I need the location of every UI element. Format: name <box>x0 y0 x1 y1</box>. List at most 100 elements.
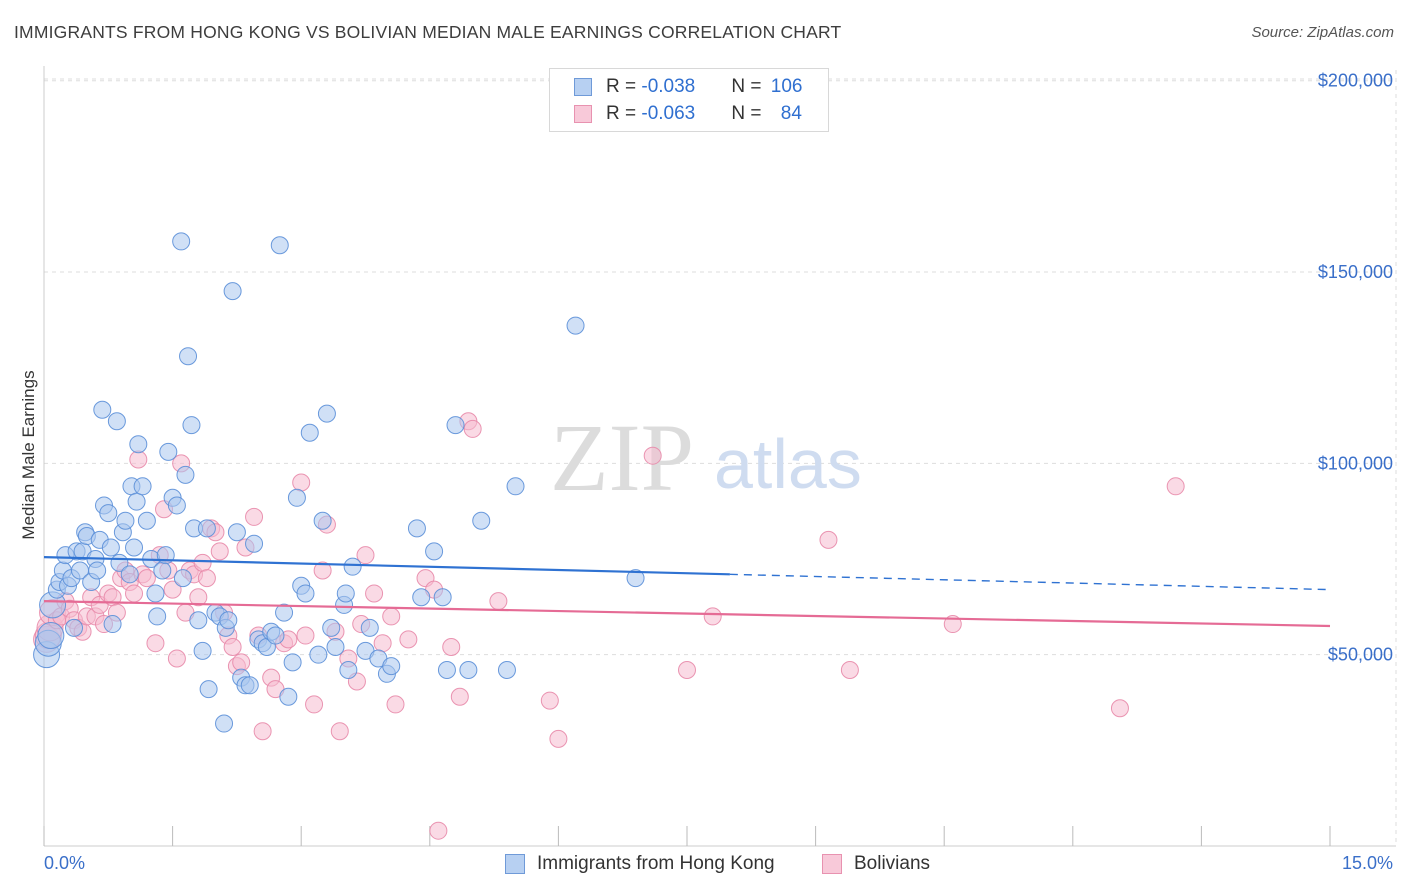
hong-kong-point <box>179 347 198 366</box>
hong-kong-point <box>107 412 126 431</box>
hong-kong-point <box>199 680 218 699</box>
hong-kong-point <box>93 400 112 419</box>
correlation-legend: R = -0.038 N = 106 R = -0.063 N = 84 <box>549 68 829 132</box>
bolivians-point <box>146 634 165 653</box>
hong-kong-point <box>313 511 332 530</box>
bolivians-point <box>442 638 461 657</box>
y-tick-label: $50,000 <box>1328 645 1393 665</box>
bottom-legend-swatch-blue <box>505 854 525 874</box>
hong-kong-point <box>103 615 122 634</box>
hong-kong-point <box>497 660 516 679</box>
axis-labels: $50,000 $100,000 $150,000 $200,000 0.0% 15.0%… <box>19 71 1393 873</box>
hong-kong-point <box>326 638 345 657</box>
hong-kong-point <box>167 496 186 515</box>
bolivians-point <box>643 446 662 465</box>
hong-kong-point <box>446 416 465 435</box>
hong-kong-point <box>129 435 148 454</box>
y-tick-label: $100,000 <box>1318 453 1393 473</box>
watermark-atlas: atlas <box>714 425 862 503</box>
hong-kong-point <box>37 622 65 650</box>
hong-kong-point <box>219 611 238 630</box>
bolivians-point <box>137 569 156 588</box>
hong-kong-point <box>148 607 167 626</box>
bolivians-point <box>129 450 148 469</box>
trend-lines <box>43 555 1331 628</box>
bolivians-point <box>232 653 251 672</box>
legend-swatch-pink <box>574 105 592 123</box>
hong-kong-point <box>127 492 146 511</box>
bolivians-point <box>223 638 242 657</box>
bottom-legend-label-hong-kong: Immigrants from Hong Kong <box>537 853 775 874</box>
hong-kong-point <box>88 561 107 580</box>
bolivians-point <box>429 821 448 840</box>
legend-swatch-blue <box>574 78 592 96</box>
hong-kong-point <box>120 565 139 584</box>
hong-kong-point <box>343 557 362 576</box>
bolivians-point <box>253 722 272 741</box>
bolivians-point <box>540 691 559 710</box>
bolivians-point <box>245 507 264 526</box>
legend-n-value: 106 <box>770 76 803 97</box>
bolivians-point <box>197 569 216 588</box>
bolivians-point <box>365 584 384 603</box>
hong-kong-point <box>266 626 285 645</box>
legend-row-hong-kong: R = -0.038 N = 106 <box>574 74 802 100</box>
bottom-legend-swatch-pink <box>822 854 842 874</box>
bolivians-point <box>305 695 324 714</box>
bolivians-point <box>840 660 859 679</box>
hong-kong-point <box>287 488 306 507</box>
bolivians-point <box>1166 477 1185 496</box>
bolivians-trend-line <box>43 600 1331 628</box>
legend-n-value: 84 <box>780 103 802 124</box>
bolivians-point <box>167 649 186 668</box>
hong-kong-trend-line <box>43 555 730 576</box>
hong-kong-point <box>336 584 355 603</box>
legend-n-label: N = <box>731 76 767 97</box>
hong-kong-point <box>425 542 444 561</box>
bolivians-point <box>296 626 315 645</box>
bolivians-point <box>210 542 229 561</box>
bottom-legend-bolivians: Bolivians <box>822 852 930 876</box>
hong-kong-point <box>153 561 172 580</box>
hong-kong-point <box>125 538 144 557</box>
hong-kong-point <box>189 611 208 630</box>
bolivians-point <box>463 419 482 438</box>
bolivians-point <box>125 584 144 603</box>
bolivians-point <box>373 634 392 653</box>
hong-kong-point <box>275 603 294 622</box>
hong-kong-point <box>99 504 118 523</box>
bolivians-point <box>450 687 469 706</box>
hong-kong-point <box>116 511 135 530</box>
source-label: Source: ZipAtlas.com <box>1251 24 1394 41</box>
bolivians-point <box>399 630 418 649</box>
hong-kong-point <box>215 714 234 733</box>
hong-kong-point <box>300 423 319 442</box>
bolivians-point <box>382 607 401 626</box>
bolivians-point <box>678 660 696 679</box>
hong-kong-point <box>382 657 401 676</box>
hong-kong-point <box>223 282 242 301</box>
x-tick-label-max: 15.0% <box>1342 853 1393 873</box>
bolivians-point <box>703 607 722 626</box>
bolivians-point <box>313 561 332 580</box>
hong-kong-point <box>437 660 456 679</box>
bolivians-point <box>189 588 208 607</box>
bolivians-point <box>1110 699 1129 718</box>
hong-kong-point <box>245 534 264 553</box>
hong-kong-point <box>197 519 216 538</box>
bolivians-point <box>489 592 508 611</box>
hong-kong-point <box>176 465 195 484</box>
hong-kong-point <box>101 538 120 557</box>
legend-r-label: R = <box>606 103 642 124</box>
bolivians-point <box>163 580 182 599</box>
x-tick-label-min: 0.0% <box>44 853 85 873</box>
legend-r-value: -0.063 <box>641 103 696 124</box>
legend-n-label: N = <box>731 103 767 124</box>
hong-kong-point <box>309 645 328 664</box>
bottom-legend-label-bolivians: Bolivians <box>854 853 931 874</box>
hong-kong-point <box>506 477 525 496</box>
bolivians-point <box>330 722 349 741</box>
hong-kong-point <box>360 618 379 637</box>
hong-kong-point <box>279 687 298 706</box>
